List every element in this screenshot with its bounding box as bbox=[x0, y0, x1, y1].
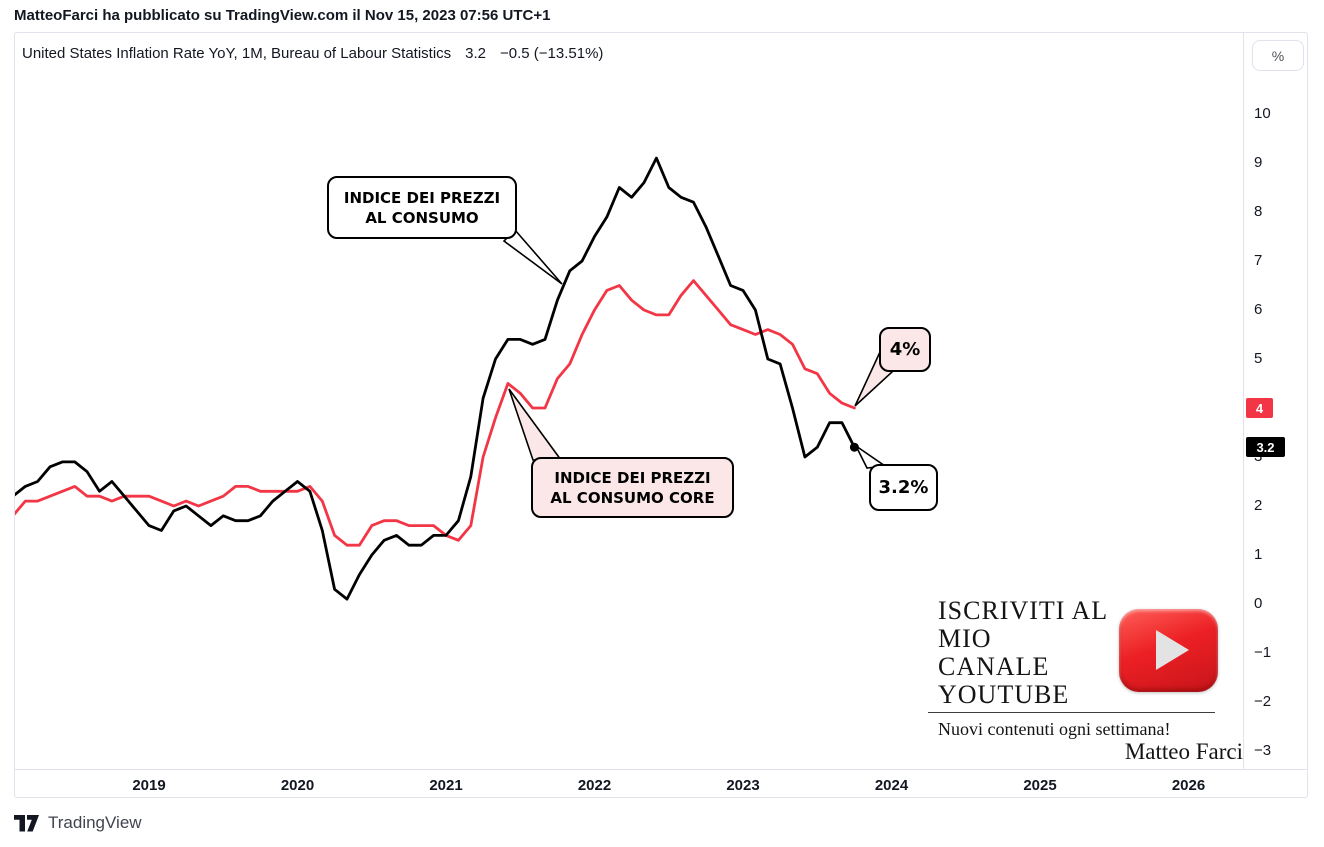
promo-headline-line: CANALE bbox=[938, 652, 1050, 681]
promo-divider bbox=[928, 712, 1215, 713]
x-axis-tick: 2024 bbox=[874, 777, 909, 794]
cpi-last-value-label: 3.2% bbox=[878, 477, 929, 498]
price-badge-4: 4 bbox=[1246, 398, 1273, 418]
y-axis-tick: −1 bbox=[1254, 644, 1272, 661]
y-axis-tick: 7 bbox=[1254, 252, 1263, 269]
y-axis-tick: 9 bbox=[1254, 154, 1263, 171]
promo-headline-line: MIO bbox=[938, 624, 992, 653]
cpi-annotation-line1: INDICE DEI PREZZI bbox=[343, 188, 501, 207]
symbol-title: United States Inflation Rate YoY, 1M, Bu… bbox=[22, 45, 452, 62]
last-price: 3.2 bbox=[465, 45, 487, 62]
price-change: −0.5 (−13.51%) bbox=[500, 45, 604, 62]
promo-subtitle: Nuovi contenuti ogni settimana! bbox=[938, 719, 1171, 739]
y-axis-tick: 0 bbox=[1254, 595, 1263, 612]
y-axis-tick: −3 bbox=[1254, 742, 1272, 759]
y-axis-tick: 5 bbox=[1254, 350, 1263, 367]
promo-signature: Matteo Farci bbox=[1124, 739, 1243, 764]
y-axis-tick: −2 bbox=[1254, 693, 1272, 710]
y-axis-tick: 8 bbox=[1254, 203, 1263, 220]
youtube-play-icon bbox=[1119, 609, 1218, 692]
x-axis-tick: 2025 bbox=[1023, 777, 1057, 794]
core-last-value-label: 4% bbox=[889, 339, 921, 360]
x-axis-tick: 2020 bbox=[280, 777, 315, 794]
tradingview-footer-link[interactable]: TradingView bbox=[14, 813, 142, 833]
core-annotation-line2: AL CONSUMO CORE bbox=[550, 488, 715, 507]
chart-legend-row: United States Inflation Rate YoY, 1M, Bu… bbox=[22, 45, 603, 62]
core-cpi-annotation-bubble: INDICE DEI PREZZI AL CONSUMO CORE bbox=[531, 457, 734, 518]
price-axis-separator bbox=[1243, 33, 1244, 769]
core-last-value-bubble: 4% bbox=[879, 327, 931, 372]
x-axis-tick: 2022 bbox=[577, 777, 612, 794]
cpi-last-value-bubble: 3.2% bbox=[869, 464, 938, 511]
cpi-annotation-bubble: INDICE DEI PREZZI AL CONSUMO bbox=[327, 176, 517, 239]
promo-headline-line: ISCRIVITI AL bbox=[938, 596, 1109, 625]
chart-panel bbox=[14, 32, 1308, 798]
tradingview-logo-icon bbox=[14, 814, 39, 831]
percent-axis-mode-button[interactable]: % bbox=[1252, 40, 1304, 71]
y-axis-tick: 1 bbox=[1254, 546, 1263, 563]
youtube-promo-headline: ISCRIVITI AL MIO CANALE YOUTUBE bbox=[938, 597, 1108, 709]
x-axis-tick: 2019 bbox=[132, 777, 166, 794]
y-axis-tick: 2 bbox=[1254, 497, 1263, 514]
y-axis-tick: 6 bbox=[1254, 301, 1263, 318]
publish-byline: MatteoFarci ha pubblicato su TradingView… bbox=[14, 7, 551, 24]
tradingview-footer-label: TradingView bbox=[48, 813, 142, 832]
price-badge-3-2: 3.2 bbox=[1246, 437, 1285, 458]
play-triangle-icon bbox=[1156, 630, 1189, 670]
time-axis-separator bbox=[15, 769, 1308, 770]
y-axis-tick: 10 bbox=[1254, 105, 1271, 122]
x-axis-tick: 2021 bbox=[429, 777, 463, 794]
x-axis-tick: 2023 bbox=[726, 777, 760, 794]
promo-headline-line: YOUTUBE bbox=[938, 680, 1070, 709]
core-annotation-line1: INDICE DEI PREZZI bbox=[554, 468, 711, 487]
x-axis-tick: 2026 bbox=[1171, 777, 1206, 794]
cpi-annotation-line2: AL CONSUMO bbox=[365, 208, 479, 227]
